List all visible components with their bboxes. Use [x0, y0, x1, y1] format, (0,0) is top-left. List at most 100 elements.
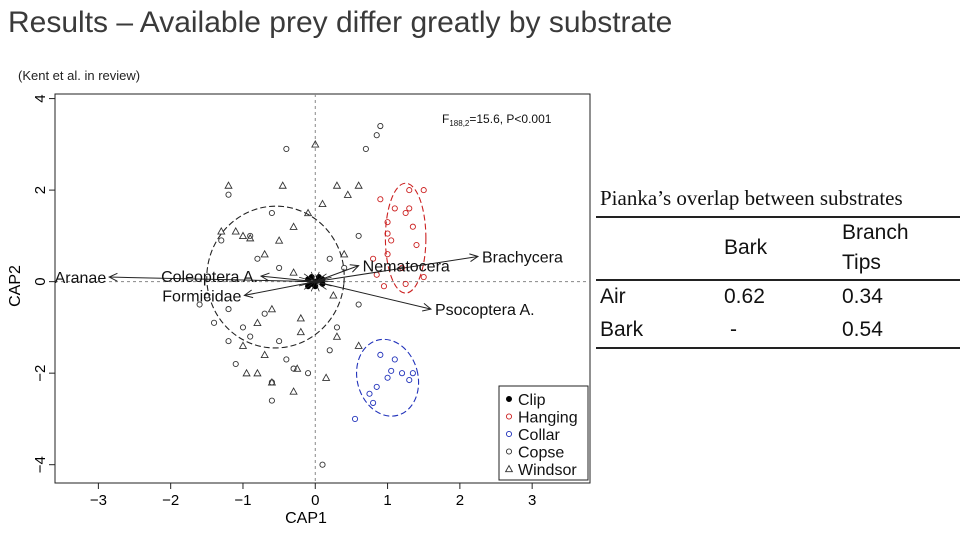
vector-arrowhead [469, 253, 480, 262]
f-statistic-annotation: F188,2=15.6, P<0.001 [442, 112, 552, 128]
point-hanging [384, 251, 391, 258]
vector-arrow [244, 281, 316, 296]
point-copse [225, 306, 232, 313]
point-copse [239, 324, 247, 331]
point-hanging [409, 223, 416, 230]
point-windsor [238, 231, 248, 240]
point-copse [283, 356, 290, 363]
header-cell-branch-tips: Branch Tips [842, 217, 960, 280]
point-windsor [260, 350, 269, 359]
point-hanging [388, 237, 395, 244]
vector-arrowhead [349, 264, 360, 273]
vector-label: Aranae [55, 270, 107, 287]
point-collar [406, 376, 413, 384]
point-copse [247, 232, 254, 239]
legend-label: Collar [518, 427, 560, 444]
y-tick-label: −2 [32, 365, 49, 382]
point-hanging [413, 241, 420, 249]
vector-label: Nematocera [363, 259, 450, 276]
point-collar [373, 383, 380, 390]
point-copse [333, 324, 341, 331]
table-header-row: Bark Branch Tips [596, 217, 960, 280]
table-caption: Pianka’s overlap between substrates [600, 186, 903, 210]
vector-minor [315, 273, 327, 282]
vector-minor [298, 276, 316, 283]
table-cell: 0.34 [842, 285, 883, 309]
table-cell: 0.62 [724, 285, 765, 309]
point-windsor [293, 364, 302, 372]
y-tick-label: −4 [32, 456, 49, 473]
y-tick-label: 0 [32, 277, 49, 285]
table-cell: 0.54 [842, 318, 883, 342]
point-copse [211, 319, 218, 326]
point-copse [247, 333, 254, 340]
point-hanging [420, 274, 427, 281]
point-copse [355, 232, 362, 239]
point-windsor [217, 226, 226, 235]
point-hanging [377, 196, 384, 203]
point-windsor [224, 181, 233, 189]
point-windsor [332, 332, 342, 340]
point-hanging [420, 187, 427, 194]
vector-minor [314, 281, 320, 292]
point-windsor [354, 181, 363, 189]
x-tick-label: 0 [311, 492, 319, 509]
point-windsor [296, 327, 305, 336]
point-copse [254, 255, 261, 262]
f-stat-suffix: =15.6, P<0.001 [469, 112, 551, 126]
point-windsor [267, 377, 277, 386]
vector-arrowhead [259, 272, 270, 282]
point-windsor [278, 181, 287, 189]
point-hanging [384, 219, 391, 226]
legend-marker-clip [506, 396, 512, 402]
legend-marker-copse [505, 448, 513, 455]
point-hanging [406, 205, 413, 212]
point-copse [232, 360, 239, 368]
vector-label: Coleoptera A. [161, 269, 258, 286]
vector-label: Brachycera [482, 249, 563, 266]
point-copse [377, 122, 384, 130]
point-copse [261, 310, 268, 317]
vector-layer: Brachycera Nematocera Psocoptera A. Aranae C… [55, 249, 563, 319]
group-ellipse-2 [356, 338, 420, 417]
point-copse [203, 292, 210, 299]
point-windsor [242, 368, 251, 377]
vector-minor [315, 281, 332, 287]
legend-label: Windsor [518, 462, 577, 479]
point-hanging [391, 205, 398, 212]
x-tick-label: 1 [383, 492, 391, 509]
legend-marker-hanging [505, 413, 513, 420]
vector-arrow [315, 281, 432, 310]
header-cell-empty [596, 217, 724, 280]
plot-frame [54, 93, 591, 484]
vector-arrow [260, 275, 316, 283]
point-copse [276, 338, 283, 345]
point-collar [351, 415, 359, 422]
table-cell: - [730, 318, 737, 342]
point-hanging [384, 230, 391, 237]
point-windsor [238, 341, 248, 349]
point-windsor [231, 226, 240, 235]
slide-title: Results – Available prey differ greatly … [8, 6, 673, 39]
point-collar [388, 367, 395, 374]
table-row: Bark - 0.54 [596, 314, 960, 348]
point-windsor [329, 291, 338, 299]
point-windsor [289, 387, 298, 395]
vector-minor [310, 271, 316, 282]
vector-label: Psocoptera A. [435, 302, 535, 319]
cap-ordination-plot: −3 −2 −1 0 1 2 3 −4 −2 0 2 4 Brachycera Nematocera Ps… [7, 93, 591, 527]
vector-arrow [315, 255, 479, 283]
point-copse [268, 209, 275, 217]
vector-minor [303, 273, 316, 282]
x-axis-label: CAP1 [285, 510, 327, 527]
x-tick-label: 3 [528, 492, 536, 509]
vector-minor [303, 281, 316, 290]
point-windsor [253, 368, 262, 377]
legend-marker-windsor [504, 464, 514, 473]
point-copse [276, 264, 283, 271]
vector-minor [315, 276, 332, 283]
point-collar [391, 356, 398, 363]
point-windsor [274, 236, 284, 244]
pianka-overlap-table: Bark Branch Tips Air 0.62 0.34 Bark - 0.5… [596, 216, 960, 349]
point-copse [319, 461, 326, 468]
